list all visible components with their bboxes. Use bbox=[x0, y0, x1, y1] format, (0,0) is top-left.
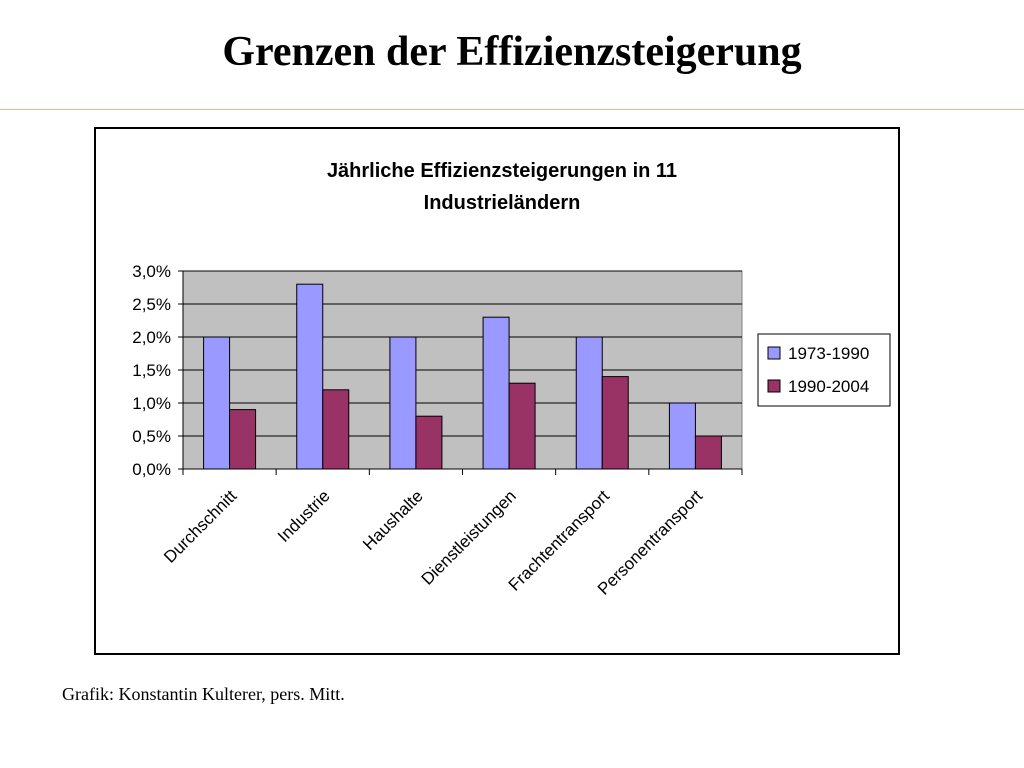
slide-title: Grenzen der Effizienzsteigerung bbox=[222, 29, 802, 75]
y-tick-label: 2,5% bbox=[132, 295, 171, 314]
bar-1973-1990 bbox=[296, 283, 324, 470]
bar-1990-2004 bbox=[229, 409, 257, 470]
legend-label: 1973-1990 bbox=[788, 344, 869, 363]
legend-label: 1990-2004 bbox=[788, 377, 869, 396]
bar-chart: Jährliche Effizienzsteigerungen in 11 Ind… bbox=[132, 160, 891, 599]
bar-1973-1990 bbox=[575, 336, 603, 470]
y-tick-label: 3,0% bbox=[132, 262, 171, 281]
bar-1990-2004 bbox=[415, 415, 443, 470]
bar-1973-1990 bbox=[668, 402, 696, 470]
y-tick-label: 1,5% bbox=[132, 361, 171, 380]
chart-container: Jährliche Effizienzsteigerungen in 11 Ind… bbox=[94, 127, 900, 655]
chart-title-line: Jährliche Effizienzsteigerungen in 11 bbox=[327, 160, 677, 182]
bar-1973-1990 bbox=[203, 336, 231, 470]
x-category-label: Personentransport bbox=[594, 486, 707, 599]
bar-1990-2004 bbox=[508, 382, 536, 470]
y-tick-label: 1,0% bbox=[132, 394, 171, 413]
legend-swatch bbox=[767, 346, 781, 360]
x-category-label: Industrie bbox=[274, 486, 334, 546]
y-tick-label: 0,0% bbox=[132, 460, 171, 479]
title-divider bbox=[0, 109, 1024, 110]
bar-1990-2004 bbox=[322, 389, 350, 470]
x-category-label: Frachtentransport bbox=[505, 486, 614, 595]
bar-1990-2004 bbox=[694, 435, 722, 470]
y-tick-label: 0,5% bbox=[132, 427, 171, 446]
x-category-label: Haushalte bbox=[359, 486, 427, 554]
x-category-label: Durchschnitt bbox=[160, 486, 240, 566]
bar-1990-2004 bbox=[601, 376, 629, 470]
legend-swatch bbox=[767, 379, 781, 393]
chart-title-line: Industrieländern bbox=[424, 192, 581, 214]
bar-1973-1990 bbox=[389, 336, 417, 470]
bar-1973-1990 bbox=[482, 316, 510, 470]
source-caption: Grafik: Konstantin Kulterer, pers. Mitt. bbox=[62, 684, 345, 704]
legend bbox=[757, 333, 891, 407]
y-tick-label: 2,0% bbox=[132, 328, 171, 347]
x-category-label: Dienstleistungen bbox=[418, 486, 520, 588]
